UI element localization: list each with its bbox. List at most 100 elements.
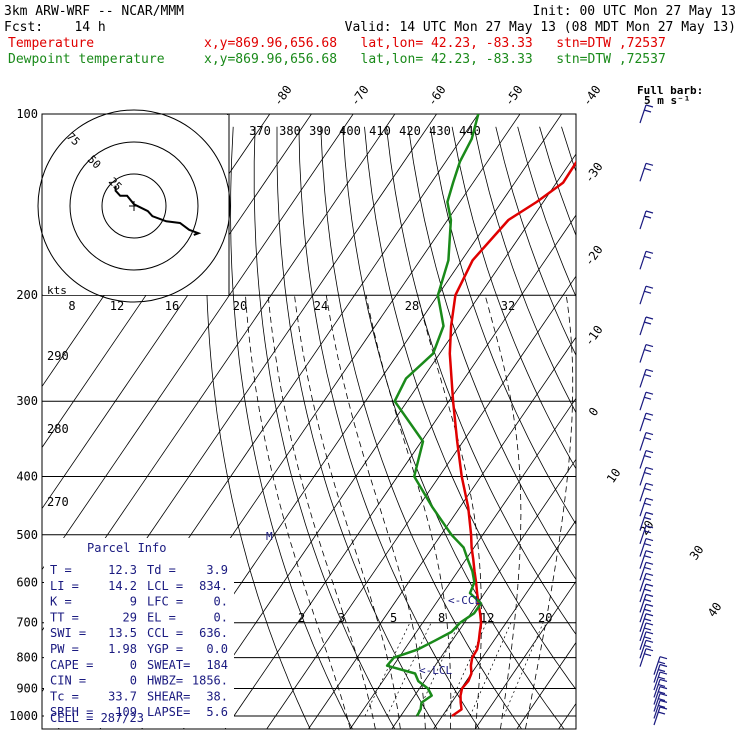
wind-barb-flag	[643, 530, 652, 534]
wind-barb-flag	[659, 663, 668, 668]
grid-labels: 370 380 390 400 410 420 430 440-80 -70 -60 -50 -40-…	[47, 83, 725, 625]
wind-barb	[639, 250, 654, 270]
wind-barb-flag	[645, 572, 654, 577]
wind-barb-flag	[659, 699, 668, 703]
wind-barb-flag	[643, 348, 652, 353]
wind-barb-flag	[645, 482, 654, 486]
wind-barb-flag	[645, 368, 654, 373]
wind-barb-flag	[643, 471, 652, 476]
wind-barb-flag	[645, 593, 654, 597]
isotherm-line	[42, 114, 354, 571]
wind-barb-flag	[643, 627, 652, 631]
parcel-label: K =	[50, 595, 72, 609]
parcel-value: 1856.	[192, 674, 228, 688]
forecast-hour: Fcst: 14 h	[4, 20, 106, 35]
wind-barb-flag	[645, 583, 654, 587]
wind-barb-staff	[639, 573, 647, 592]
pressure-tick-label: 400	[16, 469, 38, 483]
parcel-label: LAPSE=	[147, 705, 190, 719]
parcel-value: 14.2	[108, 579, 137, 593]
wind-barb-staff	[639, 316, 647, 336]
isotherm-line	[433, 519, 576, 729]
wind-barb-staff	[653, 671, 661, 691]
wind-barb-staff	[639, 432, 647, 451]
wind-barb-flag	[643, 636, 652, 640]
wind-barb-staff	[639, 613, 647, 632]
parcel-value: 13.5	[108, 626, 137, 640]
parcel-label: CAPE =	[50, 658, 93, 672]
wind-barb	[639, 316, 654, 336]
isotherm-label: -20	[582, 243, 606, 269]
isotherm-line	[224, 214, 576, 729]
speed-label: 12	[110, 299, 124, 313]
wind-barb-flag	[659, 671, 668, 675]
wind-barb-flag	[645, 497, 654, 501]
parcel-value: 636.	[199, 626, 228, 640]
moist-adiabat	[245, 295, 351, 729]
wind-barb	[639, 572, 654, 592]
wind-barb-flag	[643, 396, 652, 400]
theta-label: 390	[309, 124, 331, 138]
hodograph-units: kts	[47, 284, 67, 297]
mixing-ratio-line	[503, 622, 544, 717]
wind-barb-staff	[639, 344, 647, 363]
dry-adiabat	[205, 126, 311, 729]
theta-label: 440	[459, 124, 481, 138]
init-time: Init: 00 UTC Mon 27 May 13	[533, 4, 737, 19]
parcel-title: Parcel Info	[87, 541, 166, 555]
isotherm-label: -80	[271, 83, 295, 109]
wind-barb-staff	[639, 562, 647, 581]
pressure-tick-label: 700	[16, 616, 38, 630]
speed-label: 32	[501, 299, 515, 313]
parcel-label: LI =	[50, 579, 79, 593]
parcel-value: 9	[130, 595, 137, 609]
wind-barb-staff	[639, 483, 647, 502]
wind-barb-flag	[645, 631, 654, 635]
isotherm-label: -50	[502, 83, 526, 109]
wind-barb-staff	[639, 512, 647, 531]
hodograph-ring	[101, 173, 167, 239]
barb-legend-units: 5 m s⁻¹	[644, 94, 690, 107]
wind-barb-flag	[645, 550, 654, 554]
moist-adiabat	[267, 295, 376, 729]
wind-barb	[639, 412, 654, 432]
dry-adiabat	[517, 126, 576, 298]
isotherm-line	[516, 641, 576, 729]
wind-barb	[639, 537, 654, 557]
isotherm-label: 40	[705, 600, 725, 620]
wind-barb	[639, 613, 654, 632]
wind-barb	[639, 482, 654, 502]
pressure-axis: 100 200 300 400 500 600 700 800 900 1000	[9, 107, 38, 723]
wind-barb-flag	[643, 555, 652, 559]
parcel-label: Tc =	[50, 689, 79, 703]
hodograph-ring	[69, 141, 199, 271]
theta-label: 400	[339, 124, 361, 138]
wind-barb	[653, 699, 668, 719]
wind-barb-flag	[643, 290, 652, 294]
wind-barb-flag	[645, 210, 654, 214]
wind-barb-flag	[659, 686, 668, 690]
parcel-label: HWBZ=	[147, 674, 183, 688]
wind-barb	[653, 663, 668, 683]
wind-barb-staff	[639, 467, 647, 486]
wind-barb-flag	[645, 391, 654, 395]
temperature-line	[448, 160, 576, 718]
wind-barb-flag	[643, 373, 652, 378]
ccl-marker: <-CCL	[448, 594, 481, 607]
wind-barb-flag	[643, 588, 652, 592]
lcl-marker: <-LCL	[419, 664, 452, 677]
pressure-tick-label: 100	[16, 107, 38, 121]
wind-barb	[639, 368, 654, 388]
parcel-info-panel: Parcel Info T = 12.3 Td = 3.9 LI = 14.2 LCL = 8…	[44, 538, 234, 728]
parcel-value: 0.	[214, 610, 228, 624]
dry-adiabat	[386, 126, 576, 636]
wind-barb	[639, 525, 654, 544]
isotherm-label: -30	[582, 160, 606, 186]
wind-barb-flag	[643, 255, 652, 259]
moist-adiabat	[325, 295, 426, 729]
wind-barb-staff	[653, 700, 661, 719]
wind-barb-flag	[645, 449, 654, 454]
wind-barb	[653, 678, 668, 698]
parcel-label: EL =	[147, 610, 176, 624]
parcel-value: 3.9	[206, 563, 228, 577]
